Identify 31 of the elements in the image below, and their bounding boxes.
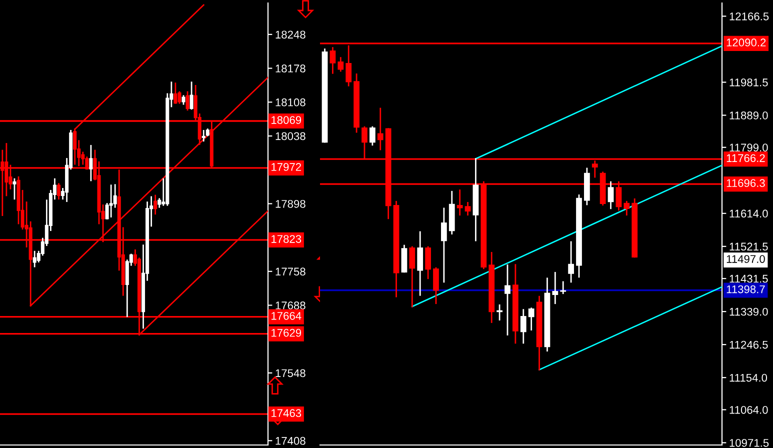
ref-line-label: 11766.2 xyxy=(726,154,765,162)
text: 11497.0 xyxy=(726,255,765,263)
y-tick-label: 11614.0 xyxy=(730,210,768,218)
y-tick-label: 11799.0 xyxy=(730,144,768,152)
ref-line-label: 17823 xyxy=(272,235,302,243)
y-tick-label: 11154.0 xyxy=(730,374,768,382)
ref-line-label: 12090.2 xyxy=(726,38,766,46)
y-tick-label: 11521.5 xyxy=(730,242,768,251)
y-tick-label: 11064.0 xyxy=(730,406,768,414)
y-tick-label: 11889.0 xyxy=(730,112,768,120)
y-tick-label: 11431.5 xyxy=(730,274,768,283)
y-tick-label: 17758 xyxy=(276,268,306,276)
y-tick-label: 11339.0 xyxy=(730,308,768,316)
y-tick-label: 11246.5 xyxy=(730,340,768,349)
y-tick-label: 17408 xyxy=(276,436,306,445)
y-tick-label: 17688 xyxy=(276,302,306,310)
y-tick-label: 11981.5 xyxy=(730,78,768,86)
ref-line-label: 17629 xyxy=(272,328,302,337)
y-tick-label: 18108 xyxy=(276,98,306,106)
y-tick-label: 18038 xyxy=(276,132,306,140)
y-tick-label: 17898 xyxy=(276,200,306,208)
y-tick-label: 10971.5 xyxy=(730,438,769,447)
ref-line-label: 11696.3 xyxy=(726,179,765,188)
y-tick-label: 18248 xyxy=(276,30,306,39)
y-tick-label: 17548 xyxy=(276,369,306,378)
y-tick-label: 12166.5 xyxy=(730,12,769,20)
ref-line-label: 17972 xyxy=(272,163,302,171)
ref-line-label: 17664 xyxy=(272,312,302,320)
y-tick-label: 18178 xyxy=(276,64,306,72)
ref-line-label: 18069 xyxy=(272,116,302,124)
ref-line-label: 11398.7 xyxy=(726,285,765,294)
